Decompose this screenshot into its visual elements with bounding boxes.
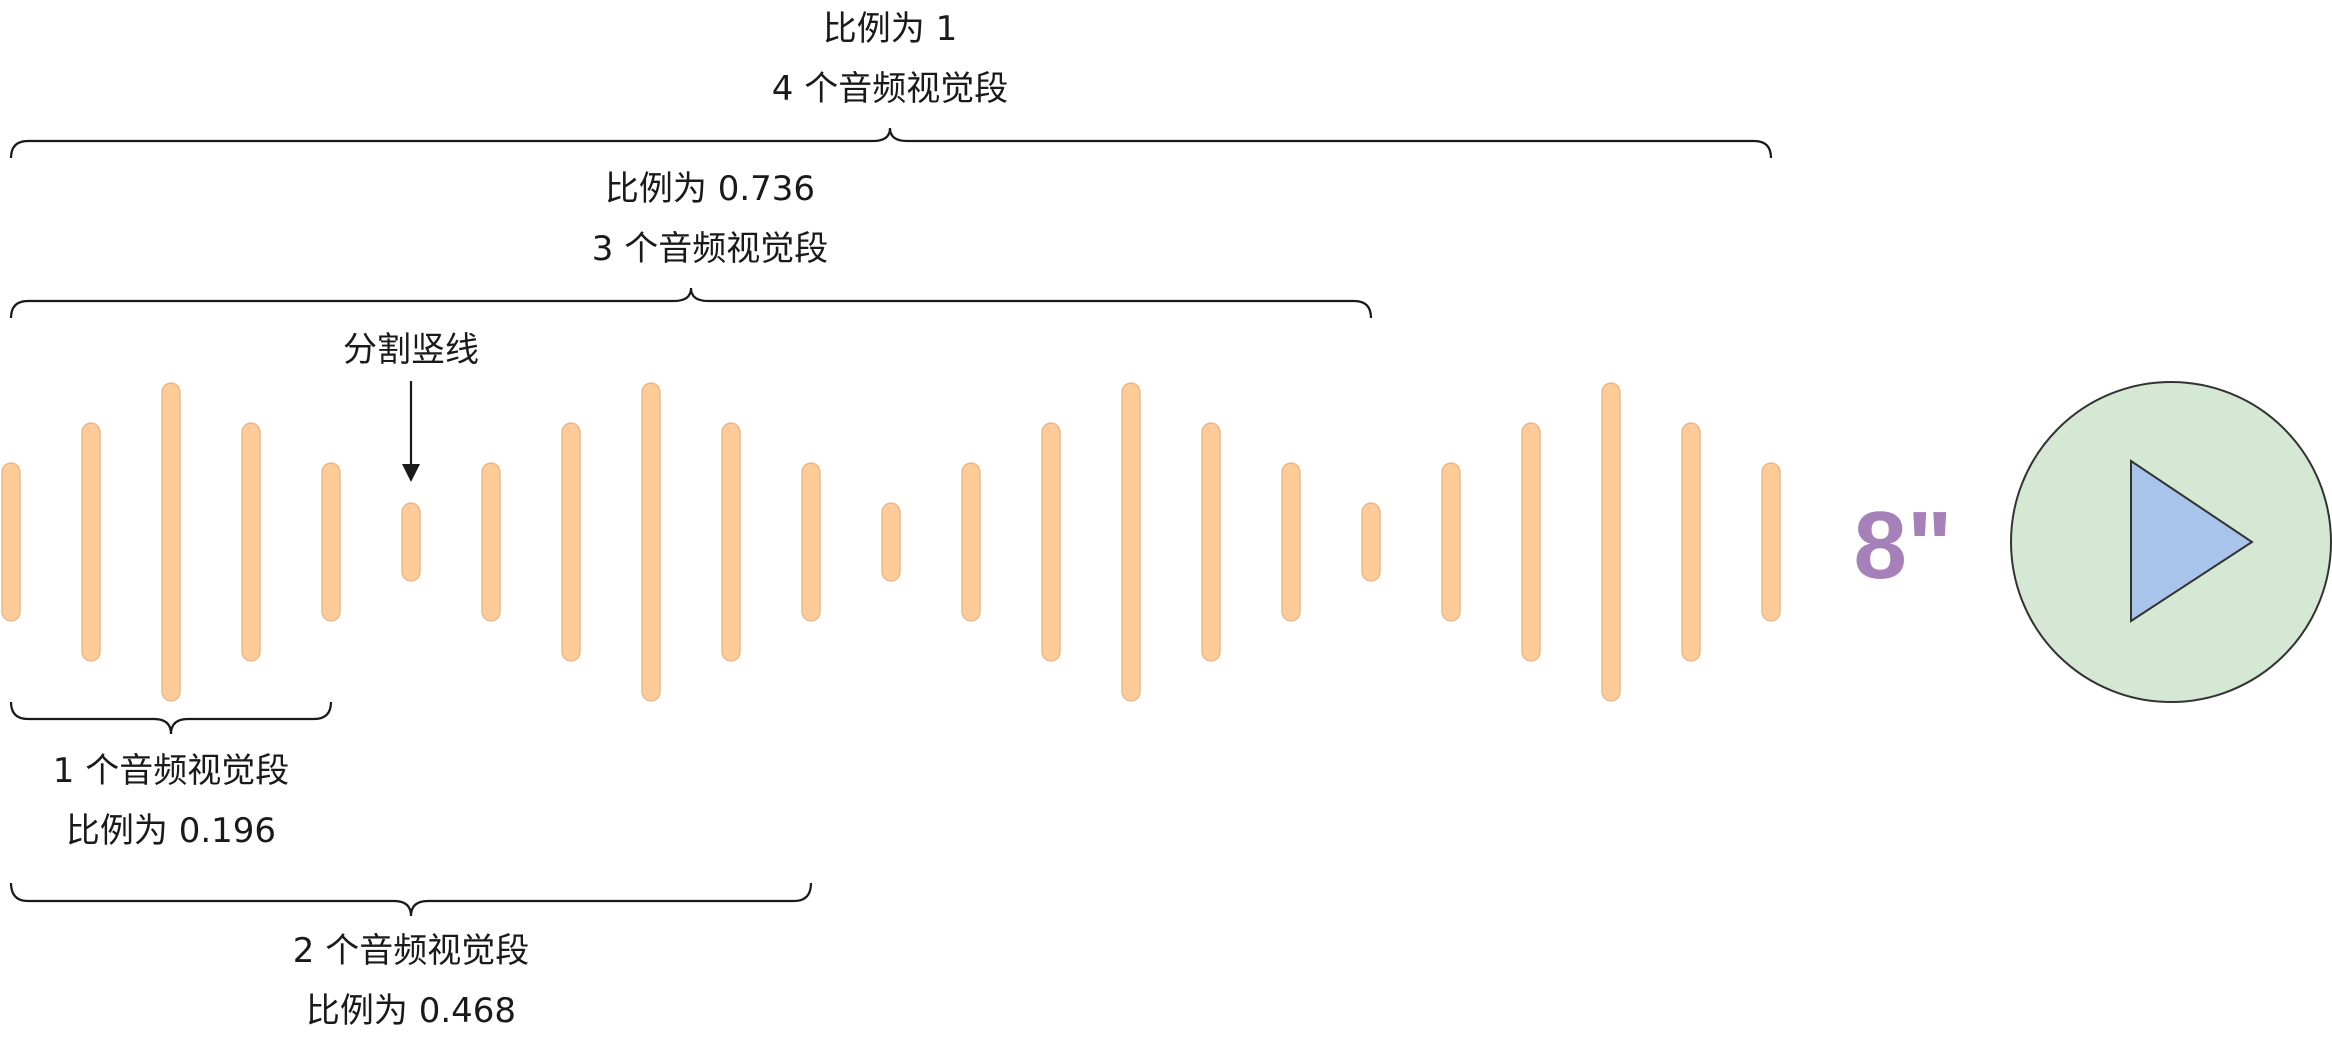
waveform-bar xyxy=(1521,422,1541,662)
four-segments-count-label: 4 个音频视觉段 xyxy=(772,69,1008,109)
waveform-bar xyxy=(881,502,901,582)
four-segments-brace xyxy=(9,127,1773,159)
divider-label: 分割竖线 xyxy=(343,330,479,370)
audio-waveform xyxy=(1,382,1781,702)
waveform-bar xyxy=(721,422,741,662)
one-segment-ratio-label: 比例为 0.196 xyxy=(66,811,276,851)
waveform-bar xyxy=(161,382,181,702)
waveform-bar xyxy=(1361,502,1381,582)
arrow-down-icon xyxy=(402,381,420,482)
waveform-bar xyxy=(1,462,21,622)
three-segments-brace xyxy=(9,287,1373,319)
waveform-bar xyxy=(481,462,501,622)
three-segments-ratio-label: 比例为 0.736 xyxy=(605,169,815,209)
waveform-bar xyxy=(1201,422,1221,662)
waveform-bar xyxy=(1281,462,1301,622)
duration-label: 8" xyxy=(1854,492,1953,599)
play-button[interactable] xyxy=(2010,381,2332,703)
waveform-bar xyxy=(561,422,581,662)
waveform-bar xyxy=(1441,462,1461,622)
waveform-bar xyxy=(801,462,821,622)
waveform-bar xyxy=(81,422,101,662)
two-segments-count-label: 2 个音频视觉段 xyxy=(293,931,529,971)
two-segments-brace xyxy=(9,882,813,917)
waveform-bar xyxy=(401,502,421,582)
two-segments-ratio-label: 比例为 0.468 xyxy=(306,991,516,1031)
waveform-bar xyxy=(1601,382,1621,702)
one-segment-count-label: 1 个音频视觉段 xyxy=(53,751,289,791)
waveform-bar xyxy=(1121,382,1141,702)
waveform-bar xyxy=(961,462,981,622)
one-segment-brace xyxy=(9,701,333,735)
play-triangle-icon[interactable] xyxy=(2130,459,2254,623)
waveform-bar xyxy=(641,382,661,702)
three-segments-count-label: 3 个音频视觉段 xyxy=(592,229,828,269)
waveform-bar xyxy=(321,462,341,622)
waveform-bar xyxy=(241,422,261,662)
waveform-bar xyxy=(1041,422,1061,662)
waveform-bar xyxy=(1681,422,1701,662)
waveform-bar xyxy=(1761,462,1781,622)
four-segments-ratio-label: 比例为 1 xyxy=(823,9,957,49)
